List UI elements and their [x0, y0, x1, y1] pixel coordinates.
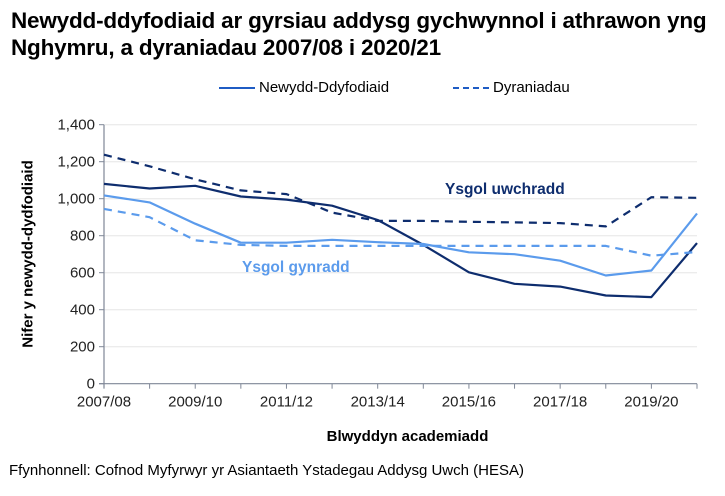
x-axis-label: Blwyddyn academiadd [326, 428, 489, 445]
y-tick-label: 1,000 [57, 191, 95, 208]
series-line [103, 153, 698, 228]
x-tick-label: 2019/20 [624, 394, 678, 411]
y-tick-label: 600 [70, 265, 95, 282]
series-line [103, 182, 698, 299]
source-note: Ffynhonnell: Cofnod Myfyrwyr yr Asiantae… [9, 462, 524, 479]
y-tick-label: 400 [70, 302, 95, 319]
x-tick-label: 2007/08 [77, 394, 131, 411]
y-axis-label: Nifer y newydd-dydfodiaid [19, 160, 37, 348]
chart-title: Newydd-ddyfodiaid ar gyrsiau addysg gych… [11, 8, 707, 60]
legend-item-new-entrants: Newydd-Ddyfodiaid [219, 79, 389, 96]
solid-line-icon [219, 86, 255, 89]
y-tick-label: 0 [87, 376, 95, 393]
gridlines [104, 124, 697, 348]
annotation-secondary-school: Ysgol uwchradd [445, 181, 565, 198]
y-tick-label: 800 [70, 228, 95, 245]
axes [99, 124, 698, 389]
tick-labels: 0 200 400 600 800 1,000 1,200 1,400 2007/08 2009/… [57, 117, 678, 411]
series-lines [103, 153, 698, 299]
series-line [103, 194, 698, 277]
x-tick-label: 2011/12 [260, 394, 313, 411]
dashed-line-icon [453, 86, 489, 89]
x-tick-label: 2017/18 [533, 394, 587, 411]
legend-label-new-entrants: Newydd-Ddyfodiaid [259, 79, 390, 96]
y-tick-label: 200 [70, 339, 95, 356]
series-line [103, 207, 698, 257]
x-tick-label: 2015/16 [442, 394, 496, 411]
x-tick-label: 2009/10 [168, 394, 222, 411]
y-tick-label: 1,200 [57, 154, 95, 171]
legend-item-allocations: Dyraniadau [453, 79, 570, 96]
legend-label-allocations: Dyraniadau [493, 79, 570, 96]
y-tick-label: 1,400 [57, 117, 95, 134]
x-tick-label: 2013/14 [351, 394, 405, 411]
annotation-primary-school: Ysgol gynradd [242, 259, 350, 276]
